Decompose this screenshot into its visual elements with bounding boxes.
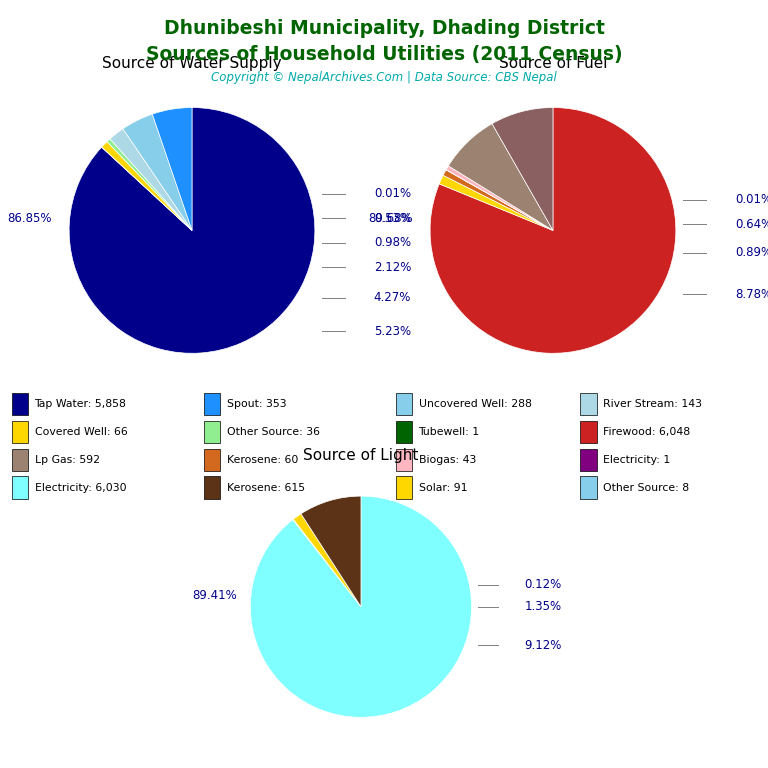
Wedge shape: [293, 514, 361, 607]
Bar: [12, 421, 28, 443]
Bar: [204, 393, 220, 415]
Text: Lp Gas: 592: Lp Gas: 592: [35, 455, 100, 465]
Wedge shape: [69, 108, 315, 353]
Bar: [396, 476, 412, 498]
Text: 5.23%: 5.23%: [374, 325, 411, 338]
Text: 0.89%: 0.89%: [735, 246, 768, 259]
Text: 2.12%: 2.12%: [374, 261, 411, 273]
Text: Copyright © NepalArchives.Com | Data Source: CBS Nepal: Copyright © NepalArchives.Com | Data Sou…: [211, 71, 557, 84]
Wedge shape: [152, 108, 192, 230]
Bar: [12, 449, 28, 471]
Wedge shape: [446, 166, 553, 230]
Title: Source of Water Supply: Source of Water Supply: [102, 57, 282, 71]
Bar: [580, 421, 597, 443]
Wedge shape: [250, 496, 472, 717]
Text: 0.64%: 0.64%: [735, 218, 768, 230]
Wedge shape: [443, 170, 553, 230]
Text: Sources of Household Utilities (2011 Census): Sources of Household Utilities (2011 Cen…: [146, 45, 622, 64]
Text: 89.41%: 89.41%: [193, 589, 237, 602]
Text: Other Source: 8: Other Source: 8: [603, 482, 689, 492]
Bar: [580, 449, 597, 471]
Text: Solar: 91: Solar: 91: [419, 482, 467, 492]
Bar: [580, 393, 597, 415]
Text: 9.12%: 9.12%: [525, 639, 562, 652]
Wedge shape: [123, 114, 192, 230]
Wedge shape: [101, 141, 192, 230]
Text: Firewood: 6,048: Firewood: 6,048: [603, 427, 690, 437]
Wedge shape: [301, 496, 361, 607]
Text: 4.27%: 4.27%: [374, 292, 411, 304]
Text: Uncovered Well: 288: Uncovered Well: 288: [419, 399, 531, 409]
Wedge shape: [430, 108, 676, 353]
Text: 1.35%: 1.35%: [525, 601, 561, 613]
Bar: [204, 476, 220, 498]
Text: Electricity: 6,030: Electricity: 6,030: [35, 482, 126, 492]
Text: Dhunibeshi Municipality, Dhading District: Dhunibeshi Municipality, Dhading Distric…: [164, 19, 604, 38]
Wedge shape: [293, 519, 361, 607]
Text: 89.68%: 89.68%: [369, 212, 413, 224]
Text: Spout: 353: Spout: 353: [227, 399, 286, 409]
Text: 0.98%: 0.98%: [374, 237, 411, 249]
Text: 86.85%: 86.85%: [8, 212, 52, 224]
Bar: [204, 421, 220, 443]
Text: 8.78%: 8.78%: [735, 288, 768, 301]
Text: Biogas: 43: Biogas: 43: [419, 455, 476, 465]
Wedge shape: [107, 139, 192, 230]
Text: Tubewell: 1: Tubewell: 1: [419, 427, 480, 437]
Text: Other Source: 36: Other Source: 36: [227, 427, 319, 437]
Title: Source of Light: Source of Light: [303, 449, 419, 463]
Wedge shape: [449, 124, 553, 230]
Wedge shape: [110, 129, 192, 230]
Text: Tap Water: 5,858: Tap Water: 5,858: [35, 399, 127, 409]
Text: 0.12%: 0.12%: [525, 578, 562, 591]
Bar: [396, 421, 412, 443]
Bar: [204, 449, 220, 471]
Wedge shape: [439, 175, 553, 230]
Wedge shape: [101, 147, 192, 230]
Text: River Stream: 143: River Stream: 143: [603, 399, 702, 409]
Bar: [396, 393, 412, 415]
Text: 0.01%: 0.01%: [374, 187, 411, 200]
Bar: [12, 476, 28, 498]
Title: Source of Fuel: Source of Fuel: [498, 57, 607, 71]
Bar: [396, 449, 412, 471]
Text: Covered Well: 66: Covered Well: 66: [35, 427, 127, 437]
Text: 0.01%: 0.01%: [735, 194, 768, 206]
Text: Kerosene: 60: Kerosene: 60: [227, 455, 298, 465]
Wedge shape: [446, 170, 553, 230]
Text: Kerosene: 615: Kerosene: 615: [227, 482, 305, 492]
Bar: [580, 476, 597, 498]
Wedge shape: [492, 108, 553, 230]
Text: Electricity: 1: Electricity: 1: [603, 455, 670, 465]
Text: 0.53%: 0.53%: [374, 212, 411, 224]
Bar: [12, 393, 28, 415]
